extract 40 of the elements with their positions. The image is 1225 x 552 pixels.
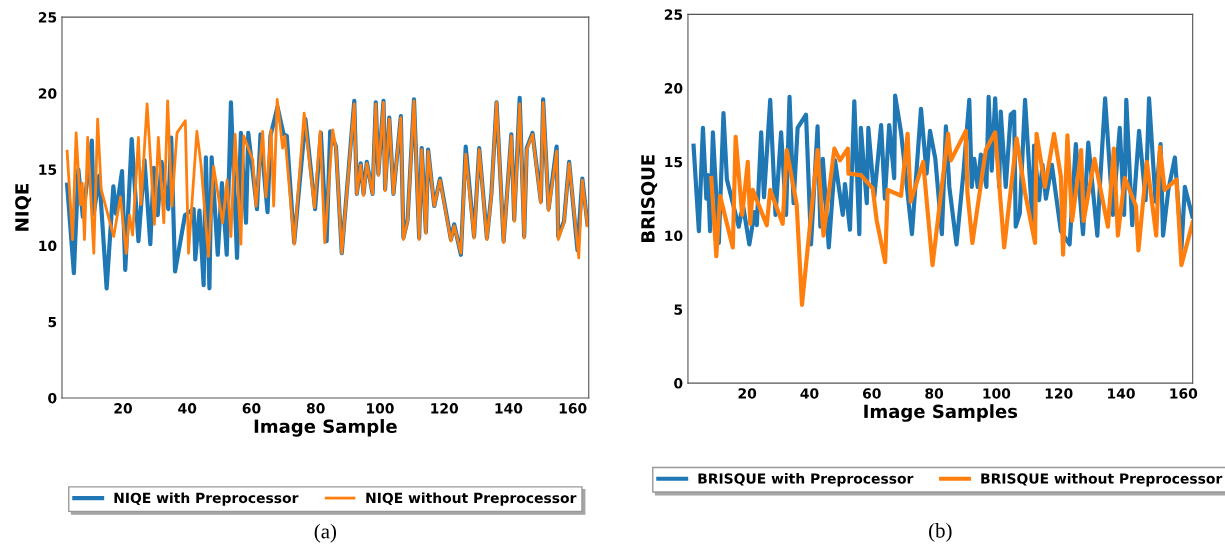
legend-label: NIQE with Preprocessor [114, 492, 299, 506]
y-tick-label: 0 [674, 378, 683, 389]
y-tick-label: 5 [48, 316, 57, 328]
y-tick-label: 5 [674, 304, 683, 315]
y-tick-label: 15 [39, 164, 57, 175]
y-tick-label: 25 [38, 12, 57, 23]
x-tick-label: 120 [431, 403, 459, 414]
x-axis-title: Image Sample [254, 419, 397, 437]
y-tick-label: 10 [39, 240, 57, 252]
y-tick-label: 15 [665, 157, 683, 168]
x-axis-title: Image Samples [864, 404, 1018, 422]
x-tick-label: 160 [559, 403, 587, 414]
y-tick-label: 20 [38, 88, 57, 99]
x-tick-label: 160 [1170, 388, 1198, 399]
y-tick-label: 0 [48, 392, 57, 404]
x-tick-label: 40 [800, 388, 819, 399]
y-axis-title: BRISQUE [641, 155, 658, 242]
x-tick-label: 100 [367, 403, 394, 414]
x-tick-label: 60 [242, 403, 261, 414]
legend-label: NIQE without Preprocessor [366, 492, 577, 506]
x-tick-label: 100 [983, 388, 1011, 399]
y-tick-label: 20 [664, 83, 683, 94]
y-tick-label: 10 [665, 230, 683, 242]
line-series [65, 97, 589, 260]
x-tick-label: 140 [495, 403, 523, 414]
legend-label: BRISQUE with Preprocessor [698, 473, 914, 487]
y-tick-label: 25 [664, 9, 683, 20]
line-series [709, 128, 1193, 308]
x-tick-label: 40 [178, 403, 197, 414]
y-axis-title: NIQE [15, 184, 32, 231]
x-tick-label: 60 [862, 388, 881, 399]
legend-label: BRISQUE without Preprocessor [981, 473, 1223, 487]
x-tick-label: 20 [738, 388, 757, 399]
x-tick-label: 20 [114, 403, 133, 414]
x-tick-label: 140 [1108, 388, 1135, 399]
text: (b) [929, 522, 952, 542]
x-tick-label: 120 [1045, 388, 1073, 399]
text: (a) [314, 523, 337, 543]
x-tick-label: 80 [925, 388, 944, 399]
x-tick-label: 80 [306, 403, 325, 414]
